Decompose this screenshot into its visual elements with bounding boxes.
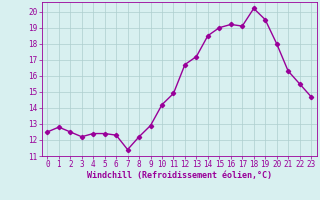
X-axis label: Windchill (Refroidissement éolien,°C): Windchill (Refroidissement éolien,°C): [87, 171, 272, 180]
